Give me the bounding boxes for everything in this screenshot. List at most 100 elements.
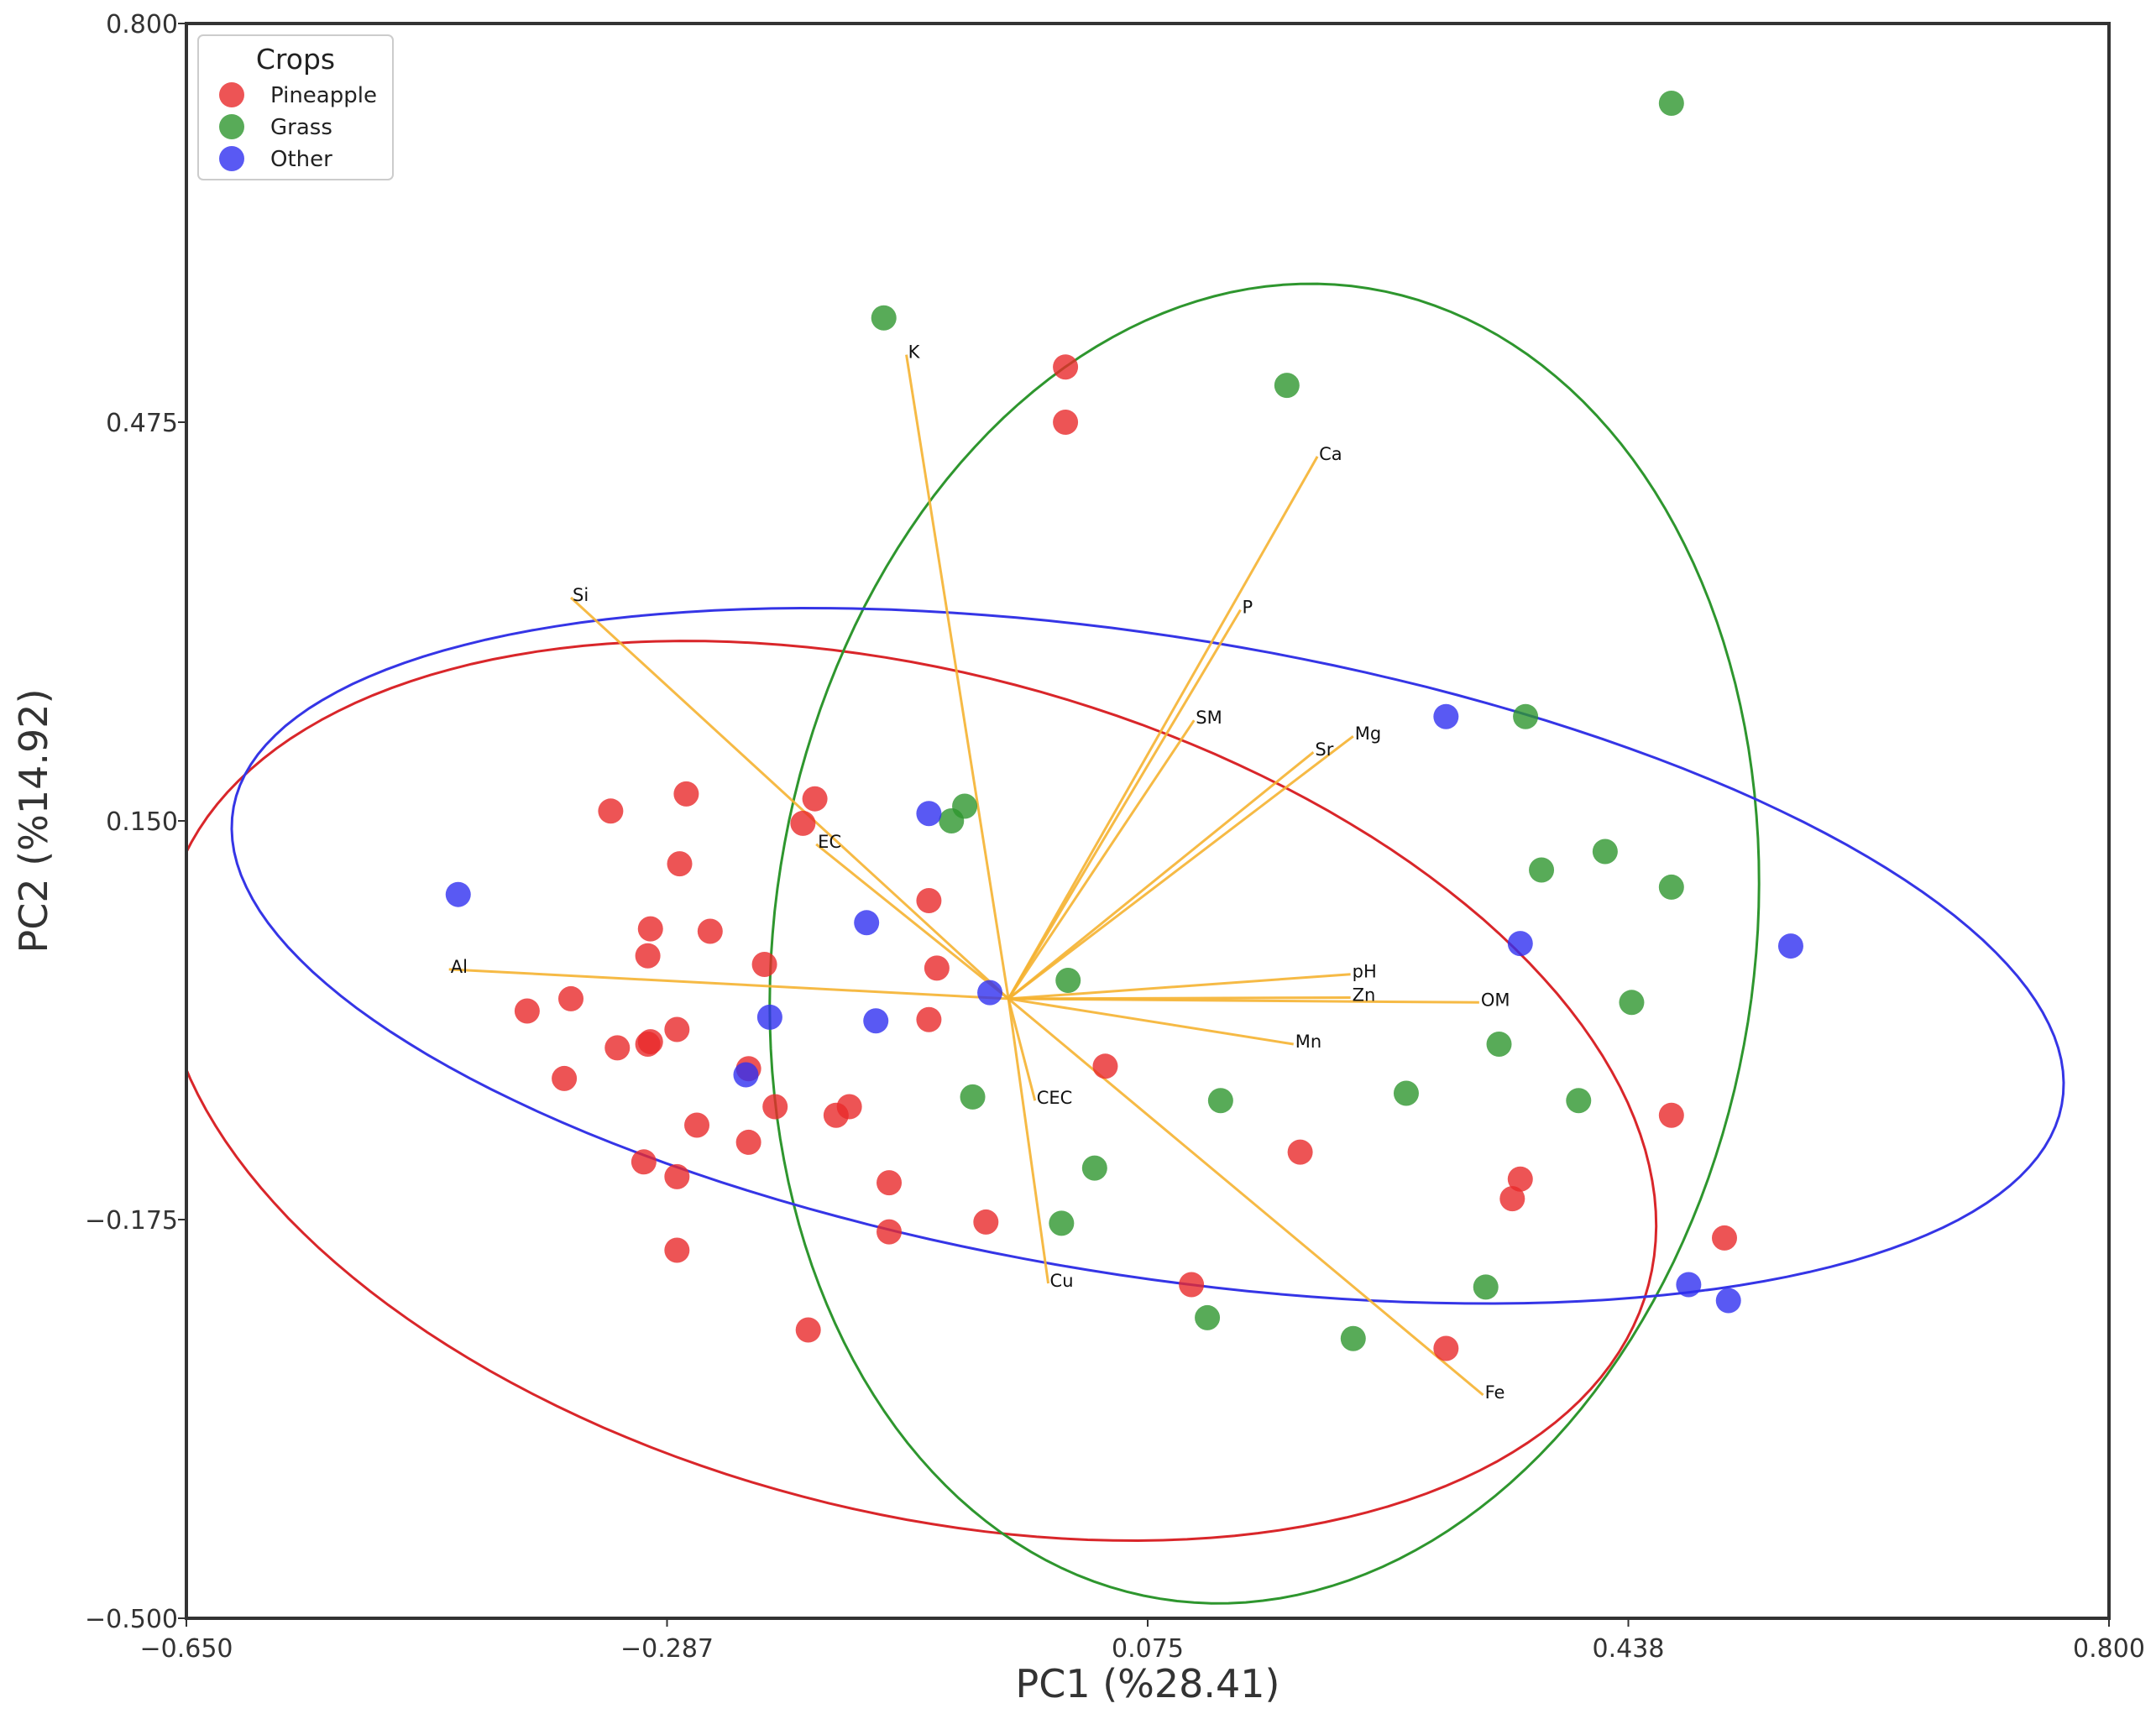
- point-other-2: [916, 801, 942, 827]
- point-other-7: [756, 1004, 782, 1030]
- point-pineapple-10: [514, 998, 540, 1024]
- vector-label-fe: Fe: [1485, 1382, 1505, 1403]
- vector-al: [448, 968, 1009, 1001]
- legend-entry-other: Other: [270, 147, 332, 172]
- ellipse-grass: [768, 282, 1761, 1605]
- scatter-points: [445, 91, 1803, 1361]
- point-pineapple-7: [635, 943, 661, 969]
- vector-fe: [1007, 997, 1484, 1397]
- point-pineapple-36: [1287, 1139, 1313, 1165]
- point-other-10: [1715, 1288, 1741, 1314]
- y-tick-label-2: 0.150: [106, 807, 178, 837]
- point-grass-18: [1195, 1304, 1221, 1330]
- vector-mg: [1007, 734, 1354, 1001]
- point-grass-5: [939, 808, 965, 833]
- point-pineapple-21: [735, 1129, 761, 1155]
- confidence-ellipses: [186, 282, 2065, 1605]
- point-grass-12: [960, 1084, 986, 1110]
- vector-sr: [1007, 750, 1315, 1001]
- point-grass-14: [1393, 1080, 1419, 1106]
- point-pineapple-37: [1433, 1335, 1459, 1361]
- point-pineapple-13: [604, 1035, 631, 1061]
- point-pineapple-23: [664, 1163, 690, 1189]
- vector-label-sm: SM: [1196, 708, 1222, 728]
- legend-marker-other: [219, 146, 244, 171]
- vector-label-ph: pH: [1353, 962, 1377, 982]
- point-grass-13: [1207, 1088, 1233, 1114]
- legend-marker-pineapple: [219, 82, 244, 107]
- vector-k: [905, 354, 1010, 1000]
- point-grass-9: [1055, 968, 1081, 993]
- y-axis-label: PC2 (%14.92): [11, 688, 56, 953]
- x-tick-label-0: −0.650: [139, 1634, 233, 1664]
- legend-marker-grass: [219, 114, 244, 139]
- point-pineapple-18: [684, 1112, 710, 1138]
- point-pineapple-14: [635, 1032, 661, 1057]
- loading-labels: K Si Ca P SM Mg Sr EC Al pH Zn OM Mn CEC Cu Fe: [451, 342, 1510, 1403]
- vector-label-cu: Cu: [1050, 1271, 1074, 1291]
- vector-cec: [1007, 998, 1037, 1101]
- vector-cu: [1007, 998, 1050, 1284]
- point-pineapple-28: [916, 888, 942, 913]
- point-grass-2: [1274, 373, 1300, 399]
- x-tick-label-2: 0.075: [1112, 1634, 1184, 1664]
- point-pineapple-41: [1712, 1225, 1737, 1251]
- legend: Crops Pineapple Grass Other: [197, 34, 394, 180]
- x-tick-label-4: 0.800: [2073, 1634, 2145, 1664]
- point-pineapple-32: [1092, 1053, 1118, 1079]
- point-grass-19: [1473, 1274, 1499, 1300]
- y-tick-label-3: −0.175: [85, 1206, 178, 1236]
- point-pineapple-20: [836, 1094, 862, 1120]
- point-grass-15: [1566, 1088, 1592, 1114]
- point-pineapple-39: [1499, 1186, 1525, 1212]
- vector-label-om: OM: [1481, 990, 1510, 1010]
- point-other-6: [977, 980, 1003, 1006]
- point-grass-1: [871, 305, 897, 331]
- point-grass-20: [1340, 1325, 1366, 1351]
- point-grass-3: [1513, 703, 1539, 729]
- point-pineapple-33: [1053, 354, 1079, 380]
- point-pineapple-27: [795, 1317, 821, 1343]
- y-tick-label-1: 0.475: [106, 409, 178, 438]
- point-grass-7: [1592, 839, 1618, 865]
- vector-label-zn: Zn: [1353, 985, 1376, 1005]
- vector-ec: [815, 843, 1010, 1001]
- point-other-9: [733, 1062, 759, 1088]
- point-pineapple-9: [558, 985, 583, 1011]
- vector-ca: [1007, 456, 1319, 1000]
- point-pineapple-35: [1179, 1272, 1205, 1298]
- vector-label-ca: Ca: [1319, 444, 1342, 464]
- point-pineapple-17: [762, 1094, 788, 1120]
- vector-label-k: K: [908, 342, 921, 363]
- point-grass-10: [1619, 990, 1645, 1016]
- vector-p: [1007, 609, 1242, 1000]
- vector-label-cec: CEC: [1037, 1088, 1073, 1108]
- loading-vectors: [448, 354, 1484, 1397]
- vector-label-al: Al: [451, 957, 468, 977]
- point-pineapple-3: [790, 810, 816, 836]
- point-pineapple-40: [1658, 1102, 1684, 1128]
- point-pineapple-34: [1053, 410, 1079, 435]
- point-pineapple-0: [598, 798, 624, 824]
- legend-entry-pineapple: Pineapple: [270, 83, 377, 108]
- point-pineapple-5: [637, 916, 663, 942]
- vector-label-si: Si: [573, 585, 589, 605]
- point-other-0: [445, 881, 471, 907]
- point-pineapple-8: [751, 952, 777, 977]
- ellipse-other: [230, 606, 2065, 1305]
- vector-label-mg: Mg: [1355, 724, 1381, 744]
- point-pineapple-4: [667, 851, 693, 877]
- x-tick-label-1: −0.287: [620, 1634, 714, 1664]
- point-grass-0: [1658, 91, 1684, 116]
- legend-title: Crops: [256, 43, 335, 76]
- point-pineapple-29: [924, 955, 950, 981]
- x-axis-ticks: −0.650 −0.287 0.075 0.438 0.800: [139, 1618, 2145, 1664]
- point-other-4: [1507, 931, 1533, 957]
- vector-om: [1008, 997, 1479, 1004]
- legend-entry-grass: Grass: [270, 115, 332, 140]
- point-grass-6: [1529, 857, 1555, 883]
- point-pineapple-1: [673, 781, 699, 807]
- point-pineapple-12: [664, 1016, 690, 1042]
